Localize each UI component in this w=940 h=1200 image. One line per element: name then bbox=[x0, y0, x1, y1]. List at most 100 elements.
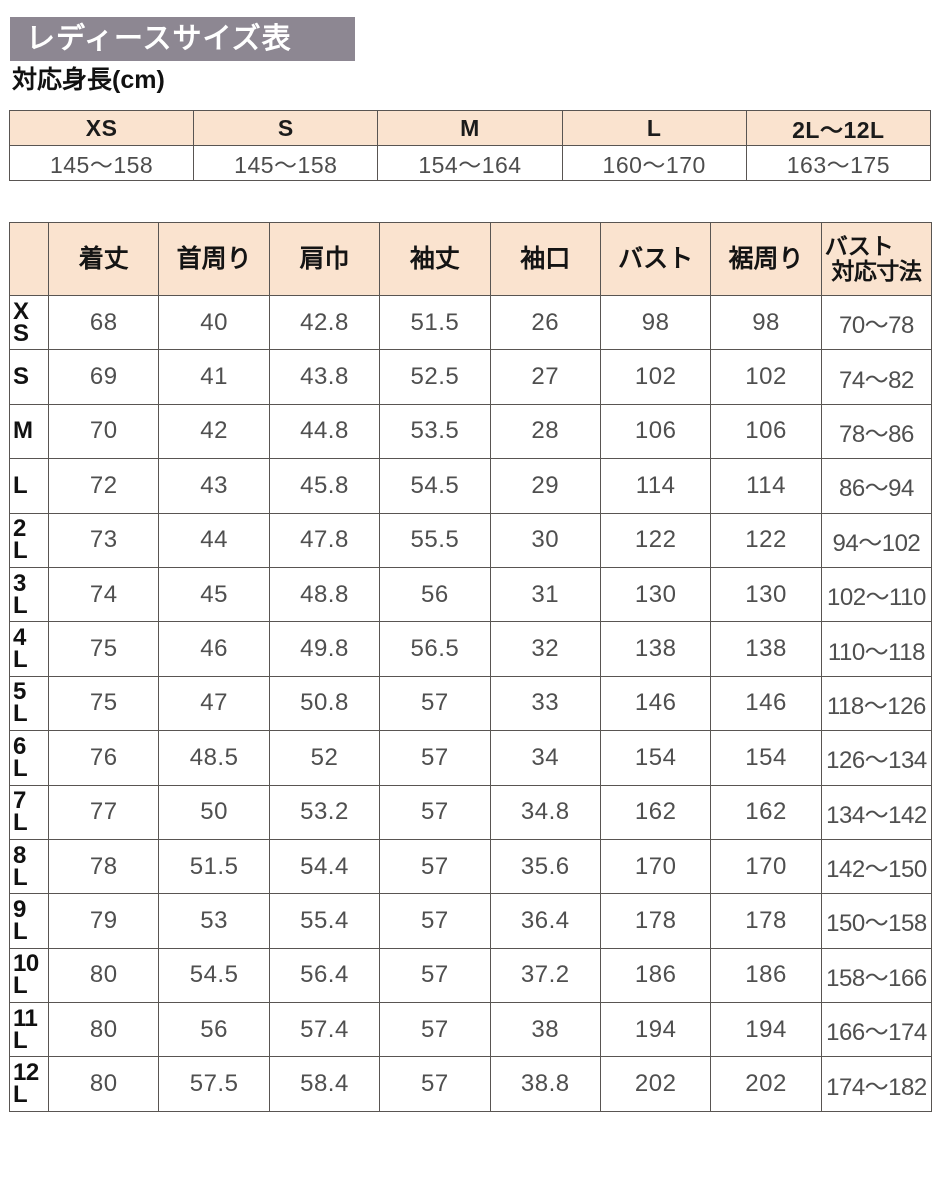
size-label-suffix: L bbox=[13, 809, 28, 837]
table-row: 6 L 76 48.5 52 57 34 154 154 126〜134 bbox=[9, 730, 933, 786]
measurement-value-cell: 94〜102 bbox=[820, 512, 933, 568]
measurement-value-cell: 52.5 bbox=[379, 349, 491, 405]
measurement-value-cell: 53 bbox=[158, 893, 270, 949]
measurement-value-cell: 45 bbox=[158, 566, 270, 623]
measurement-col-header: バスト bbox=[599, 222, 712, 296]
measurement-value-cell: 53.2 bbox=[268, 784, 381, 840]
size-label-number: 10 bbox=[13, 950, 39, 978]
measurement-value-cell: 70 bbox=[47, 403, 160, 460]
measurement-col-header: 裾周り bbox=[710, 222, 822, 296]
measurement-value-cell: 80 bbox=[47, 1056, 160, 1112]
measurement-value-cell: 178 bbox=[710, 893, 822, 949]
measurement-value-cell: 114 bbox=[599, 458, 712, 514]
measurement-value-cell: 38 bbox=[489, 1002, 601, 1058]
size-label-suffix: L bbox=[13, 1081, 28, 1109]
measurement-value-cell: 38.8 bbox=[489, 1056, 601, 1112]
measurement-value-cell: 40 bbox=[158, 294, 270, 351]
measurement-value-cell: 69 bbox=[47, 349, 160, 405]
measurement-value-cell: 134〜142 bbox=[820, 784, 933, 840]
measurement-value-cell: 70〜78 bbox=[820, 294, 933, 351]
measurement-value-cell: 30 bbox=[489, 512, 601, 568]
measurement-value-cell: 166〜174 bbox=[820, 1002, 933, 1058]
height-value-cell: 145〜158 bbox=[8, 145, 195, 181]
measurement-value-cell: 45.8 bbox=[268, 458, 381, 514]
height-value-cell: 154〜164 bbox=[377, 145, 563, 181]
measurement-value-cell: 33 bbox=[489, 675, 601, 732]
table-row: X S 68 40 42.8 51.5 26 98 98 70〜78 bbox=[9, 294, 933, 351]
table-row: 8 L 78 51.5 54.4 57 35.6 170 170 142〜150 bbox=[9, 838, 933, 895]
measurement-value-cell: 98 bbox=[710, 294, 822, 351]
measurement-value-cell: 186 bbox=[599, 947, 712, 1004]
table-row: 4 L 75 46 49.8 56.5 32 138 138 110〜118 bbox=[9, 621, 933, 677]
height-value-cell: 145〜158 bbox=[193, 145, 379, 181]
height-col-header: 2L〜12L bbox=[745, 110, 932, 146]
measurement-col-header: 肩巾 bbox=[268, 222, 381, 296]
measurement-value-cell: 57 bbox=[379, 947, 491, 1004]
measurement-value-cell: 78 bbox=[47, 838, 160, 895]
measurement-value-cell: 56.4 bbox=[268, 947, 381, 1004]
size-label-number: 4 bbox=[13, 623, 26, 651]
measurement-value-cell: 36.4 bbox=[489, 893, 601, 949]
measurement-value-cell: 174〜182 bbox=[820, 1056, 933, 1112]
height-value-cell: 160〜170 bbox=[561, 145, 747, 181]
measurement-value-cell: 186 bbox=[710, 947, 822, 1004]
measurement-value-cell: 35.6 bbox=[489, 838, 601, 895]
measurement-value-cell: 77 bbox=[47, 784, 160, 840]
measurement-value-cell: 80 bbox=[47, 947, 160, 1004]
measurement-value-cell: 47.8 bbox=[268, 512, 381, 568]
size-label-cell: L bbox=[9, 458, 49, 514]
size-label-cell: S bbox=[9, 349, 49, 405]
measurement-value-cell: 56 bbox=[379, 566, 491, 623]
measurement-value-cell: 51.5 bbox=[158, 838, 270, 895]
measurement-col-header-line1: バスト bbox=[824, 232, 894, 259]
measurement-value-cell: 74〜82 bbox=[820, 349, 933, 405]
measurement-value-cell: 57 bbox=[379, 893, 491, 949]
measurement-value-cell: 57 bbox=[379, 675, 491, 732]
measurement-value-cell: 154 bbox=[599, 730, 712, 786]
measurement-value-cell: 74 bbox=[47, 566, 160, 623]
measurement-value-cell: 150〜158 bbox=[820, 893, 933, 949]
measurement-value-cell: 48.8 bbox=[268, 566, 381, 623]
measurement-value-cell: 118〜126 bbox=[820, 675, 933, 732]
measurement-value-cell: 27 bbox=[489, 349, 601, 405]
table-row: 11 L 80 56 57.4 57 38 194 194 166〜174 bbox=[9, 1002, 933, 1058]
measurement-value-cell: 47 bbox=[158, 675, 270, 732]
measurement-value-cell: 178 bbox=[599, 893, 712, 949]
table-row: M 70 42 44.8 53.5 28 106 106 78〜86 bbox=[9, 403, 933, 460]
size-label-suffix: L bbox=[13, 1026, 28, 1054]
measurement-value-cell: 202 bbox=[710, 1056, 822, 1112]
measurement-value-cell: 42.8 bbox=[268, 294, 381, 351]
measurement-value-cell: 32 bbox=[489, 621, 601, 677]
measurement-value-cell: 146 bbox=[710, 675, 822, 732]
measurement-value-cell: 44 bbox=[158, 512, 270, 568]
measurement-value-cell: 43.8 bbox=[268, 349, 381, 405]
measurement-table: 着丈 首周り 肩巾 袖丈 袖口 バスト 裾周り バスト 対応寸法 X S 68 40 42.8 51.5 2… bbox=[9, 222, 933, 1112]
size-label-number: 9 bbox=[13, 895, 26, 923]
height-table-header-row: XS S M L 2L〜12L bbox=[8, 110, 932, 146]
measurement-header-row: 着丈 首周り 肩巾 袖丈 袖口 バスト 裾周り バスト 対応寸法 bbox=[9, 222, 933, 296]
height-col-header: L bbox=[561, 110, 747, 146]
table-row: 12 L 80 57.5 58.4 57 38.8 202 202 174〜182 bbox=[9, 1056, 933, 1112]
size-label-suffix: L bbox=[13, 700, 28, 728]
height-col-header: XS bbox=[8, 110, 195, 146]
measurement-value-cell: 75 bbox=[47, 621, 160, 677]
measurement-value-cell: 57 bbox=[379, 730, 491, 786]
measurement-value-cell: 43 bbox=[158, 458, 270, 514]
height-table: XS S M L 2L〜12L 145〜158 145〜158 154〜164 160〜170… bbox=[8, 110, 932, 181]
measurement-col-header: 袖口 bbox=[489, 222, 601, 296]
measurement-value-cell: 57.5 bbox=[158, 1056, 270, 1112]
measurement-value-cell: 57 bbox=[379, 1002, 491, 1058]
measurement-value-cell: 102 bbox=[599, 349, 712, 405]
measurement-value-cell: 106 bbox=[599, 403, 712, 460]
measurement-value-cell: 138 bbox=[710, 621, 822, 677]
measurement-value-cell: 102 bbox=[710, 349, 822, 405]
measurement-value-cell: 53.5 bbox=[379, 403, 491, 460]
title-banner: レディースサイズ表 bbox=[10, 17, 355, 61]
measurement-value-cell: 162 bbox=[710, 784, 822, 840]
size-label-number: 11 bbox=[13, 1004, 38, 1032]
size-label-suffix: S bbox=[13, 319, 29, 347]
